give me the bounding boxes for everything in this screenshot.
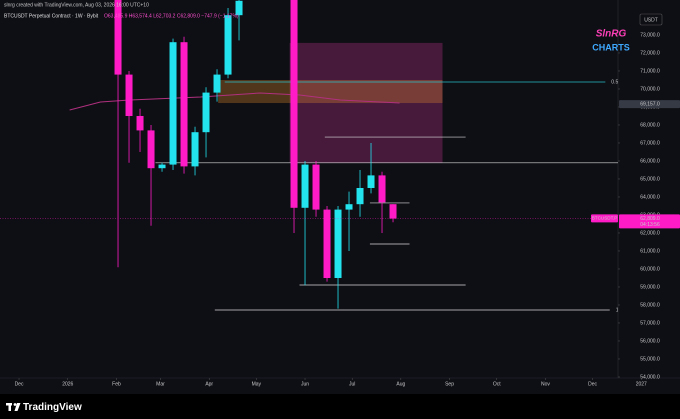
- logo-top: SlnRG: [596, 29, 627, 40]
- candle-body: [290, 0, 298, 208]
- plot-area: 0.5 1 BTCUSDT.P: [0, 0, 619, 313]
- moving-average: [69, 92, 400, 111]
- x-tick-label: Feb: [112, 381, 121, 387]
- price-label: [619, 100, 680, 109]
- y-tick-label: 66,000.0: [640, 158, 660, 164]
- candle-body: [235, 0, 243, 16]
- price-label: [619, 214, 680, 229]
- zone: [218, 79, 443, 104]
- y-tick-label: 64,000.0: [640, 194, 660, 200]
- x-tick-label: Dec: [588, 381, 597, 387]
- candle-body: [323, 209, 331, 278]
- x-tick-label: Mar: [156, 381, 165, 387]
- y-tick-label: 60,000.0: [640, 266, 660, 272]
- candle-body: [114, 0, 122, 75]
- candle-body: [158, 164, 166, 169]
- brand: TradingView: [23, 402, 82, 413]
- candle-body: [147, 130, 155, 169]
- x-tick-label: Dec: [15, 381, 24, 387]
- symbol-pill: [591, 214, 618, 223]
- y-tick-label: 67,000.0: [640, 140, 660, 146]
- candle-body: [169, 42, 177, 165]
- x-tick-label: 2026: [62, 381, 73, 387]
- zone: [289, 42, 443, 163]
- axes: 54,000.0 55,000.0 56,000.0 57,000.0 58,000.0…: [15, 32, 680, 387]
- y-tick-label: 57,000.0: [640, 320, 660, 326]
- x-tick-label: Nov: [541, 381, 550, 387]
- countdown: 04:13:56: [640, 222, 660, 228]
- price-label-text: 62,809.0: [640, 216, 660, 222]
- level-label: 1: [616, 307, 619, 313]
- watermark: slnrg created with TradingView.com, Aug …: [4, 2, 149, 8]
- x-tick-label: May: [252, 381, 262, 387]
- brand-icon: [6, 403, 21, 411]
- candle-body: [334, 209, 342, 278]
- candle-body: [125, 74, 133, 116]
- chart-title: BTCUSDT Perpetual Contract · 1W · Bybit: [4, 13, 99, 19]
- y-tick-label: 54,000.0: [640, 374, 660, 380]
- ohlc-legend: O63,485.9 H63,574.4 L62,703.2 C62,809.0 …: [104, 13, 239, 19]
- candle-body: [180, 42, 188, 167]
- x-tick-label: Aug: [396, 381, 405, 387]
- candle-body: [389, 204, 397, 219]
- y-tick-label: 73,000.0: [640, 32, 660, 38]
- candle-body: [213, 74, 221, 93]
- level-label: 0.5: [611, 79, 618, 85]
- symbol-label: BTCUSDT.P: [592, 216, 618, 221]
- candle-body: [345, 204, 353, 210]
- y-tick-label: 62,000.0: [640, 230, 660, 236]
- y-tick-label: 70,000.0: [640, 86, 660, 92]
- currency-box: [639, 13, 663, 26]
- x-tick-label: Sep: [445, 381, 454, 387]
- logo-bottom: CHARTS: [592, 42, 630, 52]
- footer: [0, 395, 680, 419]
- candle-body: [356, 187, 364, 205]
- candle-body: [136, 115, 144, 131]
- price-label-text: 69,157.0: [640, 101, 660, 107]
- candle-body: [312, 164, 320, 210]
- x-tick-label: 2027: [636, 381, 647, 387]
- y-tick-label: 72,000.0: [640, 50, 660, 56]
- candle-body: [367, 175, 375, 188]
- y-tick-label: 56,000.0: [640, 338, 660, 344]
- x-tick-label: Oct: [493, 381, 501, 387]
- y-tick-label: 58,000.0: [640, 302, 660, 308]
- candle-body: [378, 175, 386, 203]
- y-tick-label: 71,000.0: [640, 68, 660, 74]
- candle-body: [224, 15, 232, 75]
- x-tick-label: Jun: [301, 381, 309, 387]
- y-tick-label: 68,000.0: [640, 122, 660, 128]
- x-tick-label: Jul: [349, 381, 355, 387]
- x-tick-label: Apr: [205, 381, 213, 387]
- y-tick-label: 55,000.0: [640, 356, 660, 362]
- candle-body: [202, 92, 210, 133]
- y-tick-label: 59,000.0: [640, 284, 660, 290]
- y-tick-label: 61,000.0: [640, 248, 660, 254]
- currency: USDT: [644, 17, 658, 23]
- y-tick-label: 65,000.0: [640, 176, 660, 182]
- candle-body: [191, 132, 199, 167]
- candle-body: [301, 164, 309, 208]
- chart-background: [0, 0, 680, 394]
